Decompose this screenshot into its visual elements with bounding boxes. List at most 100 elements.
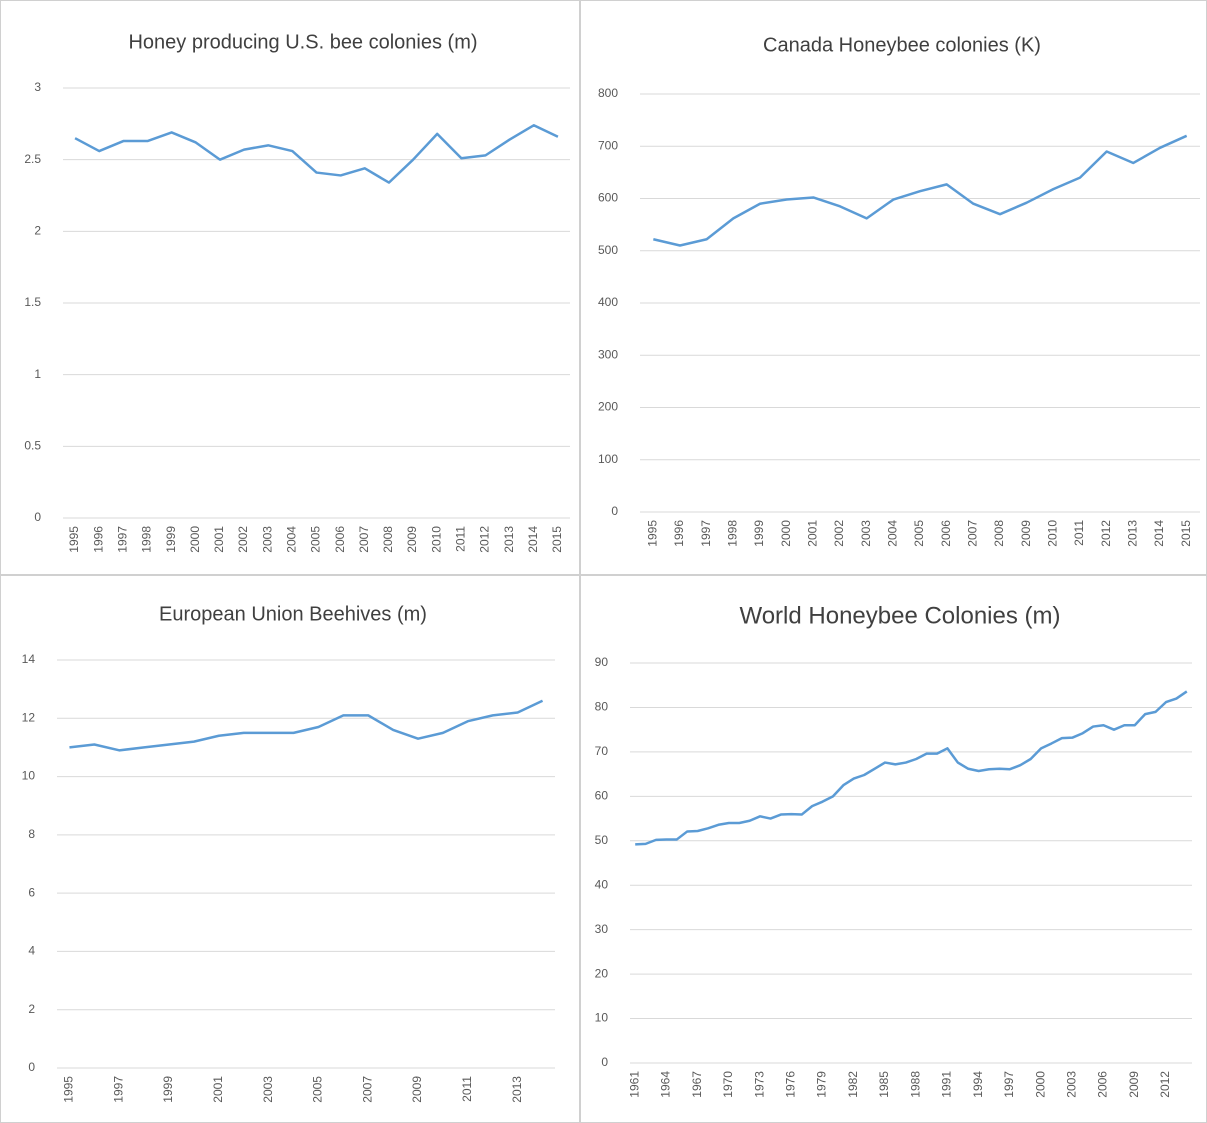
x-tick-label: 2014 (1152, 520, 1166, 547)
x-tick-label: 1979 (815, 1071, 829, 1098)
x-tick-label: 1988 (908, 1071, 922, 1098)
x-tick-label: 2014 (526, 526, 540, 553)
x-tick-label: 2005 (912, 520, 926, 547)
x-tick-label: 1973 (752, 1071, 766, 1098)
data-line (653, 134, 1188, 247)
x-tick-label: 1985 (877, 1071, 891, 1098)
x-tick-label: 2009 (405, 526, 419, 553)
y-tick-label: 100 (598, 452, 618, 466)
x-tick-label: 2011 (1072, 520, 1086, 546)
x-tick-label: 2005 (309, 526, 323, 553)
x-tick-label: 2008 (992, 520, 1006, 547)
x-tick-label: 2015 (550, 526, 564, 553)
x-tick-label: 1996 (91, 526, 105, 553)
x-tick-label: 1961 (627, 1071, 641, 1098)
x-tick-label: 1997 (1002, 1071, 1016, 1098)
x-tick-label: 2010 (1046, 520, 1060, 547)
y-tick-label: 0.5 (24, 439, 41, 453)
x-tick-label: 1997 (116, 526, 130, 553)
x-tick-label: 2009 (1127, 1071, 1141, 1098)
y-tick-label: 60 (595, 789, 609, 803)
x-tick-label: 2006 (333, 526, 347, 553)
y-tick-label: 2.5 (24, 152, 41, 166)
y-tick-label: 80 (595, 700, 609, 714)
y-tick-label: 10 (22, 769, 36, 783)
x-tick-label: 1997 (699, 520, 713, 547)
y-tick-label: 0 (28, 1060, 35, 1074)
x-tick-label: 2004 (886, 520, 900, 547)
x-tick-label: 2007 (360, 1076, 374, 1103)
x-tick-label: 2000 (1033, 1071, 1047, 1098)
y-tick-label: 700 (598, 138, 618, 152)
x-tick-label: 2012 (1099, 520, 1113, 547)
y-tick-label: 10 (595, 1011, 609, 1025)
x-tick-label: 2006 (1096, 1071, 1110, 1098)
x-tick-label: 2011 (460, 1076, 474, 1102)
x-tick-label: 1999 (161, 1076, 175, 1103)
y-tick-label: 8 (28, 827, 35, 841)
x-tick-label: 1999 (752, 520, 766, 547)
x-tick-label: 2006 (939, 520, 953, 547)
chart-title: European Union Beehives (m) (159, 603, 427, 625)
y-tick-label: 14 (22, 652, 36, 666)
x-tick-label: 2005 (311, 1076, 325, 1103)
y-tick-label: 2 (28, 1002, 35, 1016)
x-tick-label: 2001 (806, 520, 820, 547)
x-tick-label: 1995 (646, 520, 660, 547)
y-tick-label: 400 (598, 295, 618, 309)
data-line (635, 690, 1188, 846)
chart-title: Canada Honeybee colonies (K) (763, 34, 1041, 56)
x-tick-label: 2012 (478, 526, 492, 553)
y-tick-label: 50 (595, 833, 609, 847)
y-tick-label: 6 (28, 885, 35, 899)
x-tick-label: 2015 (1179, 520, 1193, 547)
x-tick-label: 2010 (429, 526, 443, 553)
x-tick-label: 2000 (188, 526, 202, 553)
x-tick-label: 1998 (140, 526, 154, 553)
x-tick-label: 2012 (1158, 1071, 1172, 1098)
chart-title: World Honeybee Colonies (m) (739, 602, 1060, 629)
y-tick-label: 4 (28, 944, 35, 958)
x-tick-label: 2001 (212, 526, 226, 553)
y-tick-label: 20 (595, 966, 609, 980)
x-tick-label: 2009 (410, 1076, 424, 1103)
x-tick-label: 1999 (164, 526, 178, 553)
data-line (69, 699, 544, 752)
x-tick-label: 1991 (940, 1071, 954, 1098)
y-tick-label: 0 (34, 510, 41, 524)
data-line (74, 124, 559, 184)
y-tick-label: 600 (598, 191, 618, 205)
x-tick-label: 2001 (211, 1076, 225, 1103)
y-tick-label: 12 (22, 710, 36, 724)
x-tick-label: 2003 (260, 526, 274, 553)
x-tick-label: 2003 (261, 1076, 275, 1103)
y-tick-label: 500 (598, 243, 618, 257)
x-tick-label: 2013 (1126, 520, 1140, 547)
y-tick-label: 0 (611, 504, 618, 518)
x-tick-label: 1976 (783, 1071, 797, 1098)
x-tick-label: 1995 (62, 1076, 76, 1103)
x-tick-label: 2013 (502, 526, 516, 553)
x-tick-label: 2002 (236, 526, 250, 553)
y-tick-label: 70 (595, 744, 609, 758)
x-tick-label: 2011 (454, 526, 468, 552)
x-tick-label: 2007 (966, 520, 980, 547)
x-tick-label: 2000 (779, 520, 793, 547)
x-tick-label: 2008 (381, 526, 395, 553)
y-tick-label: 40 (595, 877, 609, 891)
x-tick-label: 2003 (1064, 1071, 1078, 1098)
x-tick-label: 2013 (510, 1076, 524, 1103)
x-tick-label: 1970 (721, 1071, 735, 1098)
x-tick-label: 2004 (285, 526, 299, 553)
x-tick-label: 1994 (971, 1071, 985, 1098)
x-tick-label: 2002 (832, 520, 846, 547)
y-tick-label: 200 (598, 400, 618, 414)
x-tick-label: 1997 (111, 1076, 125, 1103)
x-tick-label: 1982 (846, 1071, 860, 1098)
x-tick-label: 1967 (690, 1071, 704, 1098)
y-tick-label: 30 (595, 922, 609, 936)
y-tick-label: 90 (595, 655, 609, 669)
x-tick-label: 2009 (1019, 520, 1033, 547)
